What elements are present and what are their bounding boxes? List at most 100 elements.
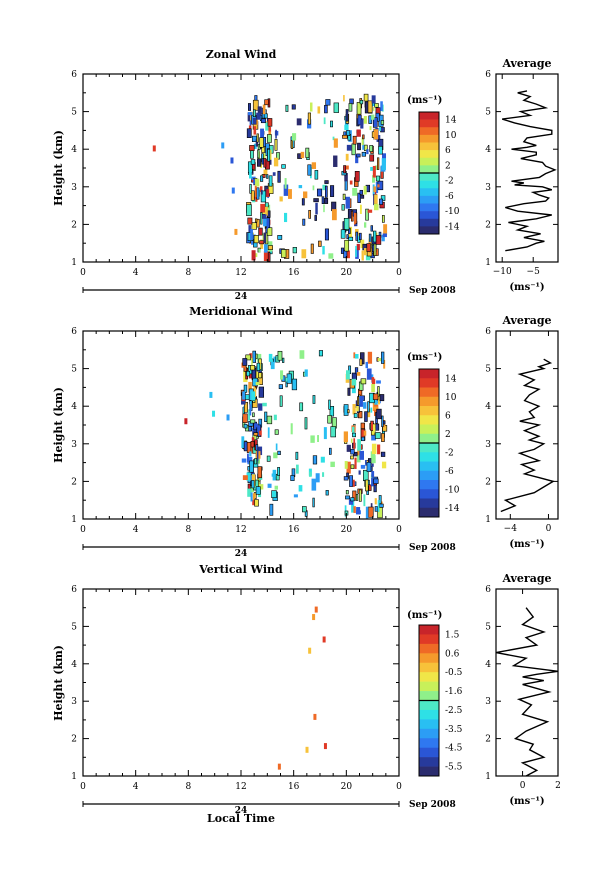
heatmap-cell xyxy=(260,190,267,203)
heatmap-feature xyxy=(212,410,216,417)
y-tick-label: 3 xyxy=(71,440,77,450)
heatmap-cell xyxy=(262,104,266,115)
x-tick-label: 4 xyxy=(133,268,139,278)
colorbar-swatch xyxy=(419,369,439,379)
heatmap-cell xyxy=(252,493,255,501)
heatmap-cell xyxy=(314,215,317,221)
heatmap-cell xyxy=(372,165,376,178)
heatmap-cell xyxy=(243,423,248,429)
colorbar-tick-label: -0.5 xyxy=(445,668,463,678)
heatmap-cell xyxy=(343,476,349,481)
timeline-day-label: 24 xyxy=(235,549,248,559)
heatmap-cell xyxy=(367,100,373,113)
colorbar-swatch xyxy=(419,195,439,204)
colorbar-unit: (ms⁻¹) xyxy=(407,95,442,106)
heatmap-cell xyxy=(279,395,283,407)
heatmap-cell xyxy=(296,464,299,474)
heatmap-cell xyxy=(257,106,262,116)
heatmap-cell xyxy=(355,154,359,164)
heatmap-cell xyxy=(369,154,375,162)
heatmap-cell xyxy=(358,489,362,502)
x-tick-label: 20 xyxy=(341,268,353,278)
heatmap-cell xyxy=(247,456,253,465)
heatmap-cell xyxy=(252,99,259,111)
heatmap-cell xyxy=(264,99,269,106)
heatmap-cell xyxy=(381,153,387,163)
heatmap-cell xyxy=(265,206,268,216)
heatmap-cell xyxy=(383,224,388,235)
heatmap-cell xyxy=(360,464,366,469)
heatmap-cell xyxy=(352,404,356,415)
heatmap-cell xyxy=(359,450,364,460)
heatmap-cell xyxy=(364,222,367,228)
heatmap-cell xyxy=(247,217,253,225)
average-line xyxy=(501,90,557,252)
meridional-timeline: 24 Sep 2008 xyxy=(82,543,456,559)
heatmap-cell xyxy=(302,218,306,226)
heatmap-cell xyxy=(288,189,292,199)
heatmap-cell xyxy=(312,497,315,508)
heatmap-cell xyxy=(379,198,383,205)
heatmap-cell xyxy=(360,119,364,129)
heatmap-cell xyxy=(277,235,283,240)
average-unit: (ms⁻¹) xyxy=(509,282,544,293)
heatmap-cell xyxy=(253,432,259,437)
colorbar-unit: (ms⁻¹) xyxy=(407,610,442,621)
heatmap-cell xyxy=(371,443,377,455)
heatmap-cell xyxy=(346,444,351,452)
heatmap-cell xyxy=(373,478,379,484)
heatmap-cell xyxy=(343,165,347,174)
heatmap-cell xyxy=(346,370,350,380)
heatmap-cell xyxy=(369,145,373,152)
heatmap-cell xyxy=(285,104,289,112)
heatmap-cell xyxy=(320,456,325,463)
heatmap-cell xyxy=(381,461,387,469)
average-y-tick-label: 5 xyxy=(485,365,491,375)
heatmap-cell xyxy=(317,106,321,114)
heatmap-cell xyxy=(346,130,351,136)
heatmap-cell xyxy=(256,450,259,461)
colorbar-swatch xyxy=(419,180,439,189)
heatmap-cell xyxy=(322,184,327,191)
average-y-tick-label: 2 xyxy=(485,220,491,230)
heatmap-cell xyxy=(312,395,316,404)
heatmap-cell xyxy=(256,187,260,200)
colorbar-swatch xyxy=(419,498,439,509)
heatmap-cell xyxy=(345,109,349,122)
average-y-tick-label: 1 xyxy=(485,258,491,268)
heatmap-cell xyxy=(372,107,375,111)
colorbar-tick-label: 0.6 xyxy=(445,649,460,659)
heatmap-cell xyxy=(277,450,281,455)
heatmap-cell xyxy=(365,506,369,519)
average-y-tick-label: 3 xyxy=(485,697,491,707)
colorbar-tick-label: 2 xyxy=(445,161,451,171)
colorbar-swatch xyxy=(419,157,439,166)
colorbar-swatch xyxy=(419,480,439,490)
heatmap-cell xyxy=(250,419,256,424)
heatmap-cell xyxy=(246,128,252,138)
heatmap-cell xyxy=(373,404,379,417)
colorbar-swatch xyxy=(419,218,439,227)
heatmap-cell xyxy=(315,473,320,483)
colorbar-tick-label: -2.5 xyxy=(445,706,463,716)
heatmap-cell xyxy=(301,198,305,206)
heatmap-cell xyxy=(268,353,273,362)
heatmap-cell xyxy=(277,467,280,476)
zonal-title: Zonal Wind xyxy=(206,48,277,61)
heatmap-cell xyxy=(266,455,271,462)
average-line xyxy=(495,607,559,777)
x-tick-label: 12 xyxy=(235,525,246,535)
colorbar-swatch xyxy=(419,452,439,462)
heatmap-cell xyxy=(380,451,386,457)
heatmap-cell xyxy=(316,188,323,197)
heatmap-cell xyxy=(310,243,314,254)
heatmap-cell xyxy=(246,472,251,481)
heatmap-cell xyxy=(310,435,315,443)
x-axis-label: Local Time xyxy=(207,812,275,825)
heatmap-cell xyxy=(330,461,335,468)
heatmap-cell xyxy=(371,471,375,478)
heatmap-cell xyxy=(252,412,255,418)
average-unit: (ms⁻¹) xyxy=(509,539,544,550)
heatmap-cell xyxy=(260,212,263,225)
